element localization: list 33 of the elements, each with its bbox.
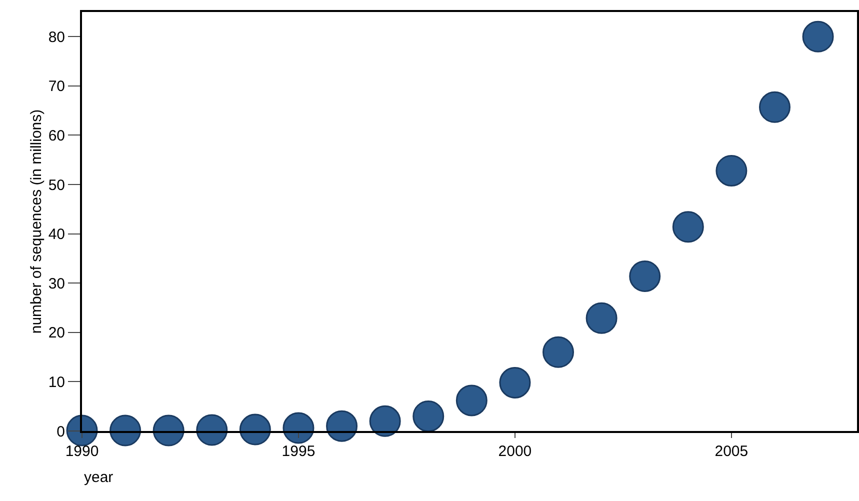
- point: [672, 211, 704, 243]
- y-tick-label: 30: [48, 275, 65, 292]
- point: [542, 336, 574, 368]
- x-tick-label: 2005: [714, 443, 748, 460]
- x-axis-title: year: [84, 469, 114, 486]
- point: [239, 414, 271, 446]
- y-tick-label: 10: [48, 374, 65, 391]
- y-tick-label: 50: [48, 176, 65, 194]
- x-tick-label: 2000: [498, 443, 532, 460]
- point: [629, 260, 661, 292]
- x-tick-label: 1995: [282, 443, 316, 460]
- y-tick-label: 70: [48, 78, 65, 96]
- point: [716, 154, 748, 186]
- point: [802, 20, 834, 52]
- y-axis-title: number of sequences (in millions): [28, 109, 45, 334]
- point: [456, 384, 488, 416]
- point: [759, 91, 790, 123]
- point: [326, 410, 358, 442]
- point: [196, 414, 228, 446]
- point: [499, 366, 531, 398]
- point: [412, 400, 444, 432]
- point: [282, 412, 314, 444]
- point: [110, 414, 142, 446]
- y-tick-label: 20: [48, 324, 65, 342]
- point: [66, 414, 98, 446]
- point: [586, 302, 618, 334]
- point: [369, 405, 401, 437]
- y-tick-label: 80: [48, 28, 65, 46]
- y-tick-label: 40: [48, 226, 65, 244]
- y-tick-label: 0: [56, 423, 65, 440]
- y-tick-label: 60: [48, 127, 65, 144]
- x-tick-label: 1990: [65, 443, 99, 460]
- point: [152, 414, 184, 446]
